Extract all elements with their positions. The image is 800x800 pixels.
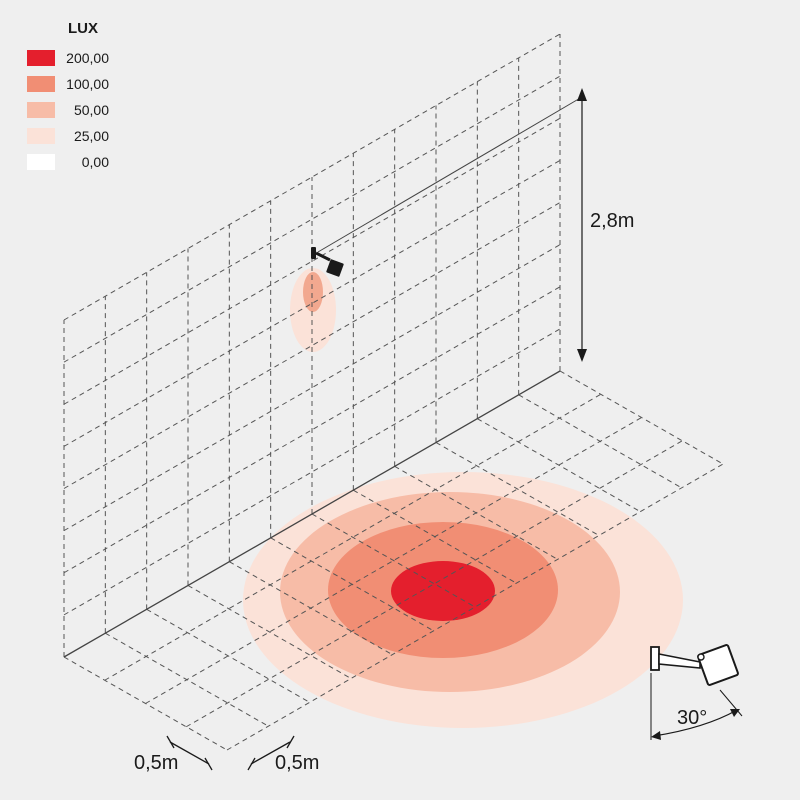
ceiling-reference-line [317, 96, 583, 253]
floor-grid-width [104, 393, 601, 681]
floor-grid-width [226, 463, 724, 751]
floor-grid-depth [311, 513, 476, 608]
legend-item-0: 0,00 [27, 154, 127, 170]
legend-swatch-50 [27, 102, 55, 118]
floor-grid-width [186, 440, 683, 728]
legend-swatch-25 [27, 128, 55, 144]
legend-label-25: 25,00 [73, 128, 109, 144]
wall-grid-horizontal [63, 33, 561, 321]
wall-grid-horizontal [63, 159, 561, 447]
legend-swatch-200 [27, 50, 55, 66]
grid [63, 33, 724, 751]
floor-grid-depth [146, 608, 310, 703]
wall-grid-horizontal [63, 117, 561, 405]
wall-zone-100 [303, 272, 323, 312]
legend-label-100: 100,00 [66, 76, 109, 92]
grid-spacing-label-x: 0,5m [134, 752, 179, 774]
wall-grid-horizontal [63, 202, 561, 489]
height-dimension-arrow [577, 88, 587, 362]
floor-grid-depth [559, 370, 724, 465]
grid-spacing-ticks [166, 735, 295, 771]
fixture-detail-icon [650, 644, 739, 686]
floor-grid-depth [187, 585, 352, 679]
floor-zone-200 [391, 561, 495, 621]
floor-grid-depth [435, 442, 600, 536]
wall-grid-horizontal [63, 244, 561, 532]
wall-grid-horizontal [63, 328, 561, 616]
wall-grid-horizontal [63, 75, 561, 363]
legend-item-100: 100,00 [27, 76, 127, 92]
grid-spacing-label-y: 0,5m [275, 752, 320, 774]
legend-item-200: 200,00 [27, 50, 127, 66]
legend-swatch-0 [27, 154, 55, 170]
wall-floor-edge [63, 370, 561, 658]
wall-fixture-icon [311, 247, 344, 277]
angle-indicator [650, 673, 743, 740]
legend-label-50: 50,00 [73, 102, 109, 118]
legend-swatch-100 [27, 76, 55, 92]
tilt-angle-label: 30° [677, 707, 708, 729]
legend-item-25: 25,00 [27, 128, 127, 144]
wall-grid-horizontal [63, 286, 561, 574]
wall-illuminance [290, 268, 336, 352]
legend-item-50: 50,00 [27, 102, 127, 118]
height-label: 2,8m [590, 210, 635, 232]
floor-grid-width [145, 417, 642, 704]
legend-label-0: 0,00 [81, 154, 109, 170]
legend-title: LUX [68, 20, 98, 37]
legend-label-200: 200,00 [66, 50, 109, 66]
